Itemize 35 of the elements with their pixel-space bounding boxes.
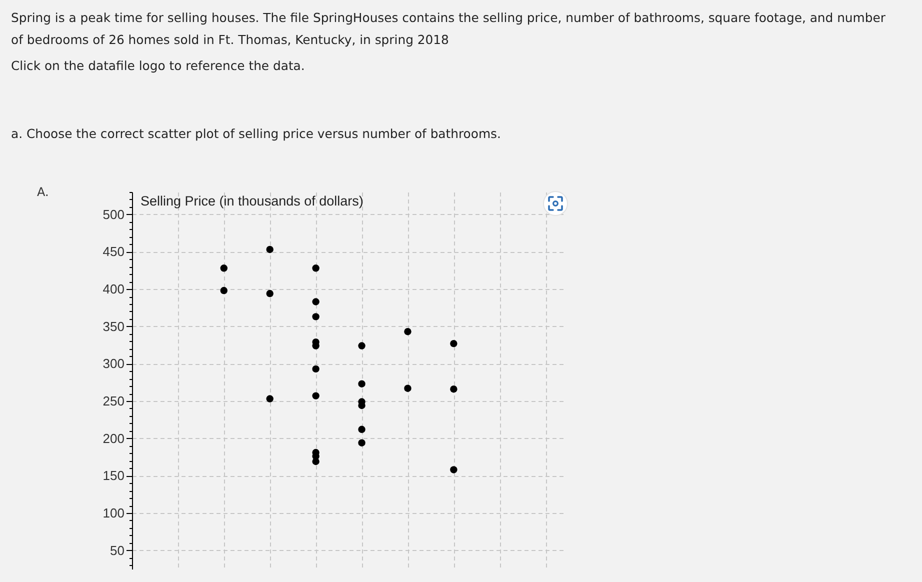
point — [312, 264, 320, 272]
point — [220, 264, 228, 272]
point — [404, 328, 412, 336]
y-tick-label: 100 — [102, 506, 124, 521]
y-tick-label: 350 — [102, 318, 124, 334]
point — [450, 466, 458, 474]
point — [312, 313, 320, 320]
chart-title: Spring is a peak time for selling houses. The file SpringHouses contains the selling price, number of bathrooms, square footage, and number of bedrooms of 26 homes sold in Ft. Thomas, Kentucky, in spring 2018 — [11, 9, 886, 49]
point — [312, 392, 320, 400]
point — [220, 286, 228, 294]
y-axis-title: Selling Price (in thousands of dollars) — [140, 194, 364, 208]
point — [450, 385, 458, 393]
point — [266, 246, 274, 254]
point — [266, 395, 274, 402]
point — [358, 439, 366, 446]
point — [358, 380, 366, 388]
text: Click on the datafile logo to reference the data. — [11, 57, 305, 75]
y-tick-label: 500 — [102, 206, 124, 222]
y-tick-label: 450 — [102, 244, 124, 260]
y-tick-label: 300 — [102, 356, 124, 372]
point — [312, 298, 320, 306]
chart-subtitle: a. Choose the correct scatter plot of selling price versus number of bathrooms. — [11, 125, 501, 143]
point — [358, 426, 366, 433]
text: A. — [37, 185, 49, 199]
y-tick-label: 200 — [102, 430, 124, 446]
point — [450, 340, 458, 348]
point — [312, 365, 320, 373]
point — [312, 458, 320, 466]
point — [404, 384, 412, 392]
point — [266, 290, 274, 298]
y-tick-label: 150 — [102, 468, 124, 484]
y-tick-label: 250 — [102, 394, 124, 409]
y-tick-label: 50 — [110, 542, 124, 558]
point — [358, 342, 366, 350]
y-tick-label: 400 — [102, 282, 124, 297]
